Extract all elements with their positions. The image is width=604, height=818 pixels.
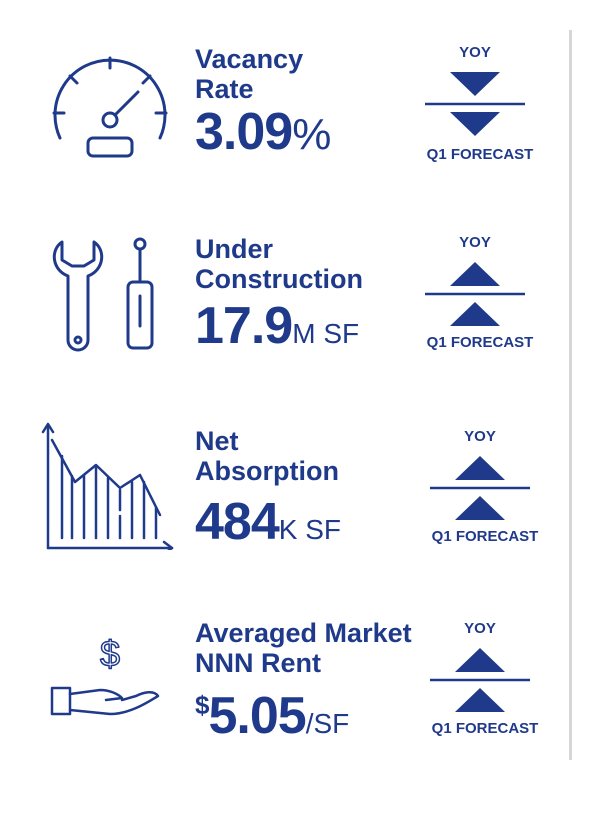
svg-text:$: $ bbox=[100, 633, 120, 674]
yoy-arrow-up-icon bbox=[455, 456, 505, 480]
metric-nnn-rent: $ Averaged Market NNN Rent $5.05/SF YOY … bbox=[0, 604, 560, 764]
trend-arrows bbox=[425, 262, 525, 326]
trend-indicator: YOY Q1 FORECAST bbox=[410, 428, 550, 558]
chart-icon bbox=[40, 420, 180, 556]
yoy-label: YOY bbox=[464, 428, 496, 445]
trend-indicator: YOY Q1 FORECAST bbox=[410, 44, 550, 174]
forecast-arrow-up-icon bbox=[450, 302, 500, 326]
forecast-arrow-up-icon bbox=[455, 688, 505, 712]
forecast-arrow-up-icon bbox=[455, 496, 505, 520]
metric-value: $5.05/SF bbox=[195, 687, 350, 745]
forecast-arrow-down-icon bbox=[450, 112, 500, 136]
metric-label: Net Absorption bbox=[195, 426, 339, 486]
speedometer-icon bbox=[40, 38, 180, 168]
yoy-arrow-down-icon bbox=[450, 72, 500, 96]
vertical-divider bbox=[569, 30, 572, 760]
yoy-label: YOY bbox=[464, 620, 496, 637]
metric-label: Vacancy Rate bbox=[195, 44, 304, 104]
forecast-label: Q1 FORECAST bbox=[426, 334, 534, 351]
trend-arrows bbox=[425, 72, 525, 136]
metric-net-absorption: Net Absorption 484K SF YOY Q1 FORECAST bbox=[0, 412, 560, 572]
trend-indicator: YOY Q1 FORECAST bbox=[410, 234, 550, 364]
metric-value: 3.09% bbox=[195, 103, 332, 161]
metric-vacancy-rate: Vacancy Rate 3.09% YOY Q1 FORECAST bbox=[0, 30, 560, 190]
forecast-label: Q1 FORECAST bbox=[431, 720, 539, 737]
trend-arrows bbox=[430, 456, 530, 520]
forecast-label: Q1 FORECAST bbox=[431, 528, 539, 545]
dollar-hand-icon: $ bbox=[40, 624, 180, 754]
yoy-label: YOY bbox=[459, 44, 491, 61]
metric-label: Under Construction bbox=[195, 234, 363, 294]
forecast-label: Q1 FORECAST bbox=[426, 146, 534, 163]
yoy-arrow-up-icon bbox=[450, 262, 500, 286]
metric-value: 484K SF bbox=[195, 493, 341, 551]
trend-arrows bbox=[430, 648, 530, 712]
metric-label: Averaged Market NNN Rent bbox=[195, 618, 412, 678]
metric-value: 17.9M SF bbox=[195, 297, 360, 355]
yoy-arrow-up-icon bbox=[455, 648, 505, 672]
wrench-screwdriver-icon bbox=[40, 230, 180, 360]
metric-under-construction: Under Construction 17.9M SF YOY Q1 FOREC… bbox=[0, 218, 560, 378]
trend-indicator: YOY Q1 FORECAST bbox=[410, 620, 550, 750]
yoy-label: YOY bbox=[459, 234, 491, 251]
